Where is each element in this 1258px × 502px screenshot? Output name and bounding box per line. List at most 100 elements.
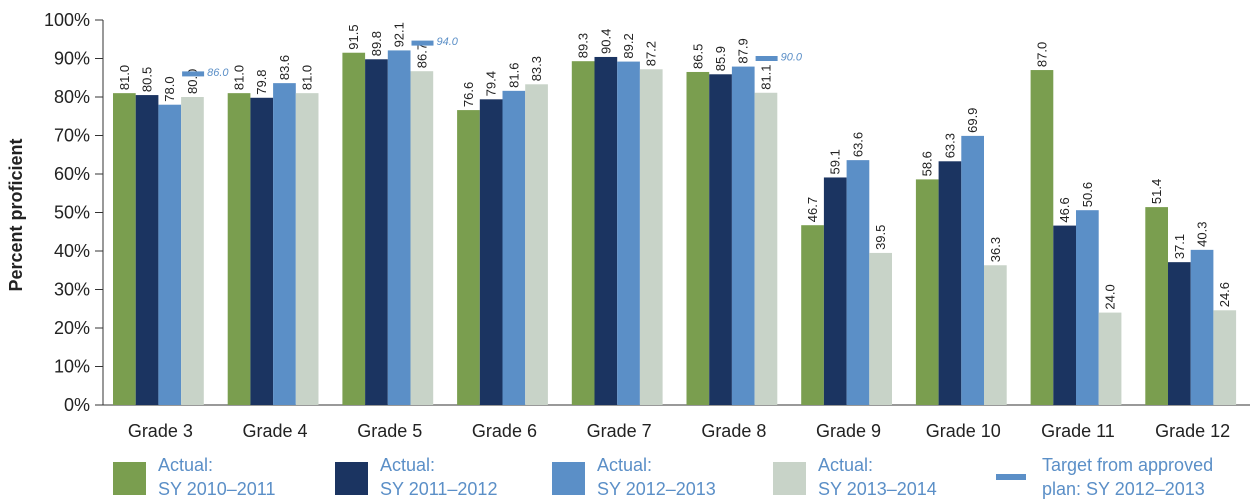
y-axis-title: Percent proficient (6, 138, 26, 291)
bar (594, 56, 618, 406)
y-tick-label: 60% (54, 164, 90, 184)
data-label: 83.6 (277, 55, 292, 80)
bar (113, 93, 136, 406)
x-tick-label: Grade 12 (1155, 421, 1230, 441)
bar (273, 83, 296, 405)
data-label: 92.1 (392, 22, 407, 47)
x-tick-label: Grade 11 (1041, 421, 1115, 441)
legend: Actual: SY 2010–2011 Actual: SY 2011–2012 Ac… (113, 455, 1213, 499)
data-label: 83.3 (529, 56, 544, 81)
x-tick-label: Grade 5 (357, 421, 422, 441)
bar (984, 265, 1007, 405)
data-label: 89.8 (369, 31, 384, 56)
y-tick-label: 10% (54, 357, 90, 377)
legend-swatch (773, 462, 806, 495)
data-label: 87.2 (644, 41, 659, 66)
data-label: 90.4 (598, 29, 613, 54)
y-tick-label: 20% (54, 318, 90, 338)
data-label: 81.0 (300, 65, 315, 90)
bar (938, 161, 962, 405)
bar (457, 110, 480, 405)
legend-swatch (552, 462, 585, 495)
bar (686, 71, 710, 405)
y-tick-label: 100% (44, 10, 90, 30)
x-tick-label: Grade 8 (701, 421, 766, 441)
data-label: 58.6 (920, 151, 935, 176)
x-tick-label: Grade 9 (816, 421, 881, 441)
bar (1098, 312, 1122, 405)
data-label: 59.1 (828, 149, 843, 174)
data-label: 89.2 (621, 33, 636, 58)
legend-label: SY 2011–2012 (380, 479, 497, 499)
data-label: 50.6 (1080, 182, 1095, 207)
bar (915, 179, 939, 405)
legend-label: SY 2010–2011 (158, 479, 275, 499)
bar (158, 104, 182, 405)
category-group: 87.0 46.6 50.6 24.0 Grade 11 (1030, 42, 1122, 441)
bar (250, 97, 274, 406)
data-label: 86.5 (690, 44, 705, 69)
y-tick-label: 50% (54, 203, 90, 223)
axes: 0% 10% 20% 30% 40% 50% 60% 70% 80% 90% 100% (44, 10, 1250, 415)
category-group: 58.6 63.3 69.9 36.3 Grade 10 (915, 108, 1007, 441)
bar (365, 59, 388, 406)
data-label: 78.0 (162, 76, 177, 101)
bar (1053, 225, 1076, 405)
legend-label: Actual: (158, 455, 213, 475)
bar (639, 69, 663, 405)
category-group: 46.7 59.1 63.6 39.5 Grade 9 (801, 132, 892, 441)
bar (342, 52, 366, 405)
data-label: 46.6 (1057, 197, 1072, 222)
category-group: 91.5 89.8 92.1 86.7 Grade 5 94.0 (342, 22, 459, 441)
target-label: 90.0 (781, 52, 803, 64)
data-label: 46.7 (805, 197, 820, 222)
category-group: 51.4 37.1 40.3 24.6 Grade 12 (1145, 179, 1237, 441)
bar (135, 95, 159, 405)
category-group: 76.6 79.4 81.6 83.3 Grade 6 (457, 56, 548, 441)
bar (1145, 207, 1168, 405)
target-label: 94.0 (437, 36, 459, 48)
legend-item: Actual: SY 2010–2011 (113, 455, 275, 499)
y-tick-label: 80% (54, 87, 90, 107)
data-label: 24.6 (1217, 282, 1232, 307)
data-label: 37.1 (1172, 234, 1187, 259)
bar (617, 61, 640, 406)
bar (181, 97, 204, 405)
y-tick-label: 90% (54, 49, 90, 69)
bar (571, 61, 595, 405)
category-group: 86.5 85.9 87.9 81.1 Grade 8 90.0 (686, 38, 803, 441)
x-tick-label: Grade 6 (472, 421, 537, 441)
data-label: 79.4 (484, 71, 499, 96)
bar (869, 252, 892, 405)
bar (387, 50, 411, 405)
bar (227, 93, 251, 406)
data-label: 81.0 (232, 65, 247, 90)
bar (1076, 210, 1099, 405)
legend-item: Actual: SY 2012–2013 (552, 455, 716, 499)
bar (823, 177, 847, 405)
legend-label: SY 2012–2013 (597, 479, 716, 499)
legend-swatch (335, 462, 368, 495)
data-label: 91.5 (346, 24, 361, 49)
x-tick-label: Grade 10 (926, 421, 1001, 441)
legend-label: SY 2013–2014 (818, 479, 937, 499)
data-label: 40.3 (1195, 222, 1210, 247)
legend-label: Actual: (597, 455, 652, 475)
target-marker (755, 56, 778, 61)
bar (801, 225, 824, 405)
data-label: 86.7 (414, 43, 429, 68)
y-tick-label: 30% (54, 280, 90, 300)
data-label: 39.5 (873, 225, 888, 250)
x-tick-label: Grade 3 (128, 421, 193, 441)
legend-swatch (113, 462, 146, 495)
legend-item: Target from approved plan: SY 2012–2013 (996, 455, 1213, 499)
legend-label: plan: SY 2012–2013 (1042, 479, 1205, 499)
bar (731, 66, 755, 406)
bar (295, 93, 319, 406)
data-label: 89.3 (576, 33, 591, 58)
y-tick-label: 70% (54, 126, 90, 146)
bar (846, 160, 870, 405)
bar (1030, 70, 1054, 406)
bar (1168, 262, 1191, 405)
